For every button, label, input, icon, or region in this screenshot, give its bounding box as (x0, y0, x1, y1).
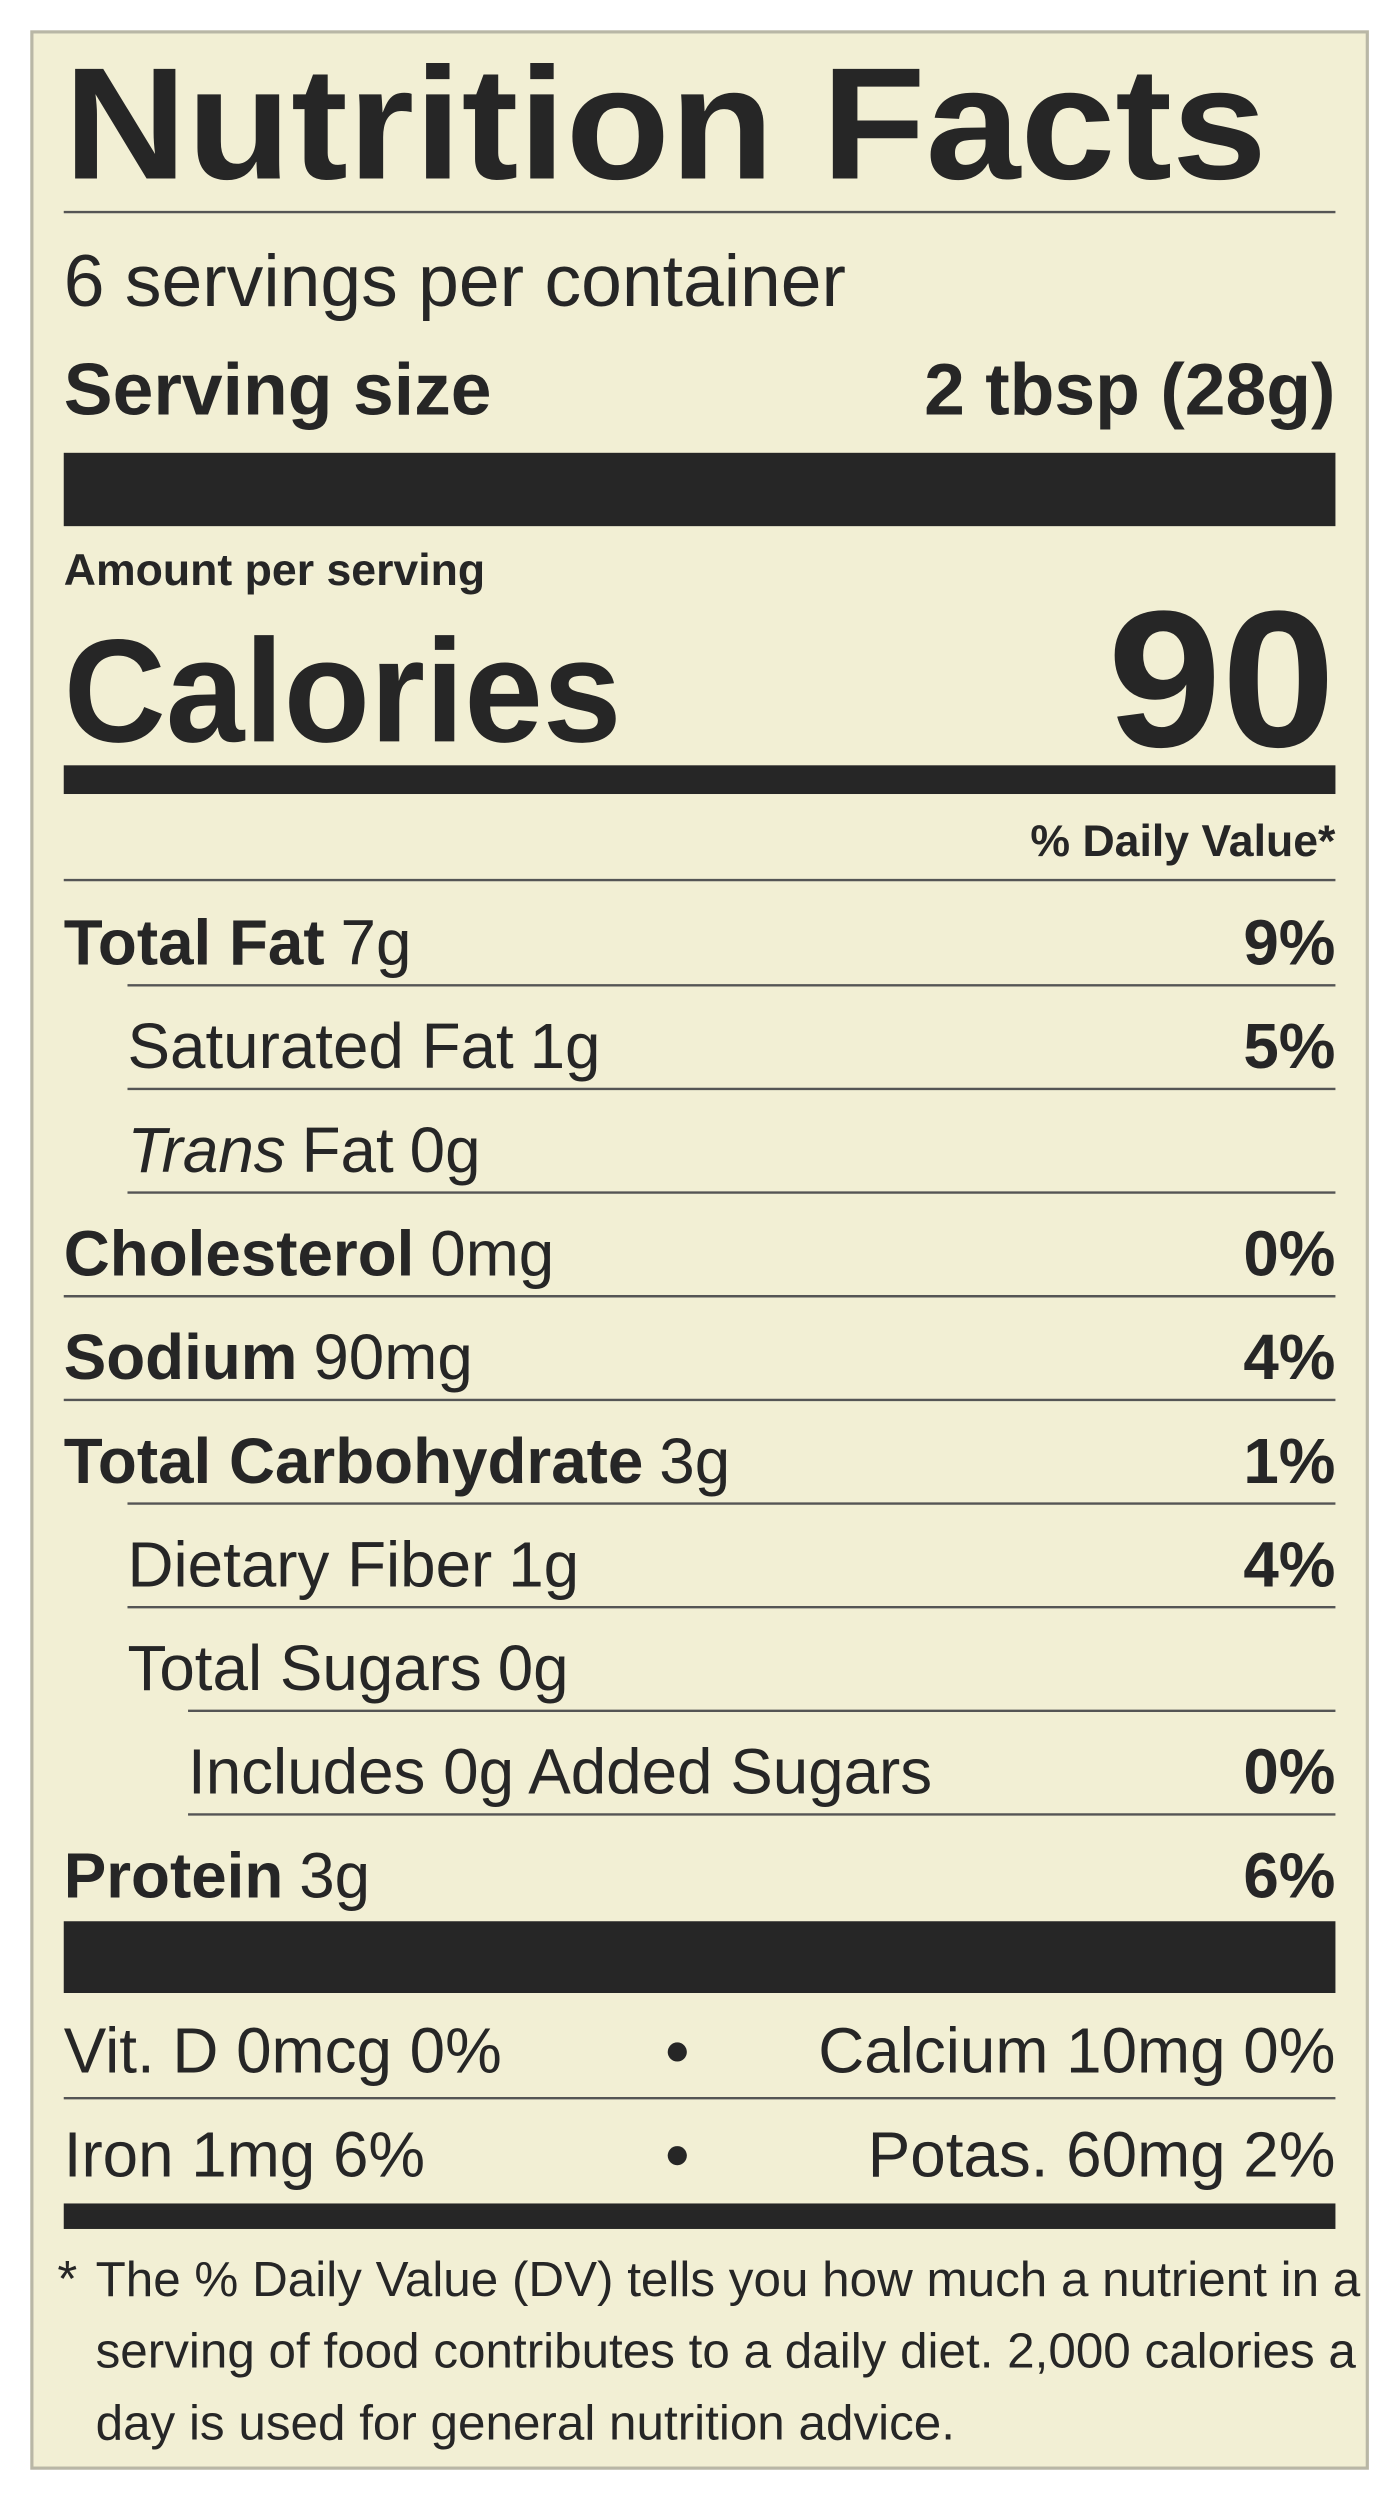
nutrient-amount: 0g (410, 1114, 481, 1186)
nutrient-amount: 0mg (430, 1218, 554, 1290)
nutrient-name: Cholesterol (64, 1218, 415, 1290)
servings: 6 servings per container (64, 240, 846, 322)
nutrient-name: Protein (64, 1839, 284, 1911)
nutrient-dv: 4% (1243, 1528, 1335, 1600)
serving-size-label: Serving size (64, 349, 492, 431)
footnote-line: day is used for general nutrition advice… (96, 2395, 955, 2450)
nutrient-row: Protein 3g (64, 1839, 370, 1911)
label-panel (30, 30, 1369, 2470)
nutrient-name: Sodium (64, 1321, 298, 1393)
thick-bar (63, 1921, 1336, 1993)
nutrient-name: Includes 0g Added Sugars (188, 1736, 932, 1808)
nutrient-amount: 3g (659, 1425, 730, 1497)
serving-size-value: 2 tbsp (28g) (924, 349, 1335, 431)
nutrient-italic: Trans (127, 1114, 285, 1186)
dv-header: % Daily Value* (1030, 817, 1336, 866)
nutrient-dv: 1% (1243, 1425, 1335, 1497)
nutrient-dv: 9% (1243, 907, 1335, 979)
footnote-marker: * (57, 2250, 77, 2307)
vitamin-left: Vit. D 0mcg 0% (64, 2015, 502, 2087)
nutrient-row: Sodium 90mg (64, 1321, 473, 1393)
thick-bar (63, 452, 1336, 527)
nutrient-row: Dietary Fiber 1g (127, 1528, 579, 1600)
nutrient-row: Includes 0g Added Sugars (188, 1736, 932, 1808)
nutrient-row: Total Sugars 0g (127, 1632, 568, 1704)
vitamin-right: Potas. 60mg 2% (868, 2118, 1336, 2190)
nutrient-dv: 5% (1243, 1010, 1335, 1082)
nutrient-amount: 1g (530, 1010, 601, 1082)
nutrient-row: Saturated Fat 1g (127, 1010, 600, 1082)
nutrient-name: Total Sugars (127, 1632, 481, 1704)
footnote-line: The % Daily Value (DV) tells you how muc… (96, 2252, 1361, 2307)
nutrient-dv: 0% (1243, 1736, 1335, 1808)
nutrient-dv: 0% (1243, 1218, 1335, 1290)
nutrient-amount: 90mg (313, 1321, 472, 1393)
calories-label: Calories (64, 609, 622, 773)
nutrient-name: Dietary Fiber (127, 1528, 492, 1600)
nutrient-row: Total Fat 7g (64, 907, 412, 979)
vitamin-left: Iron 1mg 6% (64, 2118, 425, 2190)
nutrient-row: Total Carbohydrate 3g (64, 1425, 730, 1497)
nutrient-name: Total Fat (64, 907, 325, 979)
nutrient-amount: 1g (508, 1528, 579, 1600)
vitamin-right: Calcium 10mg 0% (818, 2015, 1335, 2087)
nutrient-dv: 4% (1243, 1321, 1335, 1393)
medium-bar (63, 2203, 1336, 2229)
nutrient-amount: 3g (299, 1839, 370, 1911)
label-body: Nutrition Facts 6 servings per container… (30, 30, 1369, 2470)
bullet (667, 2042, 687, 2062)
title: Nutrition Facts (64, 35, 1267, 213)
medium-bar (63, 765, 1336, 795)
nutrient-name: Saturated Fat (127, 1010, 513, 1082)
nutrient-dv: 6% (1243, 1839, 1335, 1911)
calories-value: 90 (1108, 571, 1336, 788)
nutrient-row: Cholesterol 0mg (64, 1218, 555, 1290)
footnote-line: serving of food contributes to a daily d… (96, 2324, 1357, 2379)
nutrient-name: Fat (302, 1114, 394, 1186)
nutrient-name: Total Carbohydrate (64, 1425, 644, 1497)
nutrient-amount: 0g (498, 1632, 569, 1704)
amount-per-serving: Amount per serving (64, 546, 485, 595)
bullet (667, 2146, 687, 2166)
nutrient-row: Trans Fat 0g (127, 1114, 480, 1186)
nutrient-amount: 7g (341, 907, 412, 979)
